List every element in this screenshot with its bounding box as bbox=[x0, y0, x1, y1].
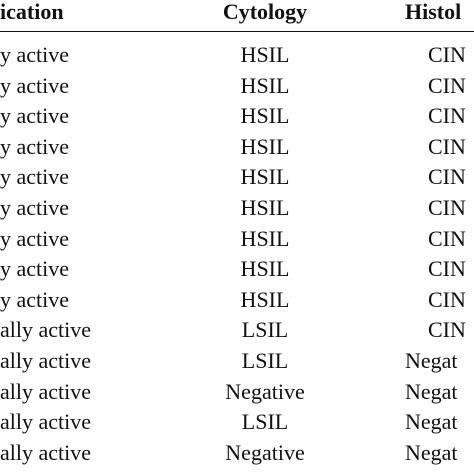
table-cell: HSIL bbox=[240, 133, 290, 159]
column-header: Histol bbox=[405, 0, 462, 24]
table-cell: CIN bbox=[428, 225, 466, 251]
table-cell: CIN bbox=[428, 42, 466, 67]
table-cell: LSIL bbox=[241, 348, 289, 373]
table-cell: y active bbox=[0, 103, 70, 129]
table-cell: CIN bbox=[428, 164, 466, 190]
table-cell: Negative bbox=[225, 378, 305, 404]
table-cell: Negative bbox=[225, 439, 305, 465]
table-cell: ally active bbox=[0, 409, 92, 435]
table-cell: ally active bbox=[0, 317, 92, 343]
table-cell: y active bbox=[0, 195, 70, 220]
table-cell: CIN bbox=[428, 103, 466, 129]
table-cell: ally active bbox=[0, 378, 92, 404]
table-cell: HSIL bbox=[240, 103, 290, 129]
table-cell: y active bbox=[0, 225, 70, 251]
table-cell: y active bbox=[0, 42, 70, 67]
table-cell: CIN bbox=[428, 317, 466, 343]
table-cell: CIN bbox=[428, 72, 466, 98]
table-cell: y active bbox=[0, 72, 70, 98]
table-cell: CIN bbox=[428, 195, 466, 220]
table-cell: HSIL bbox=[240, 225, 290, 251]
table-cell: ally active bbox=[0, 348, 92, 373]
table-cell: HSIL bbox=[240, 195, 290, 220]
table-cell: HSIL bbox=[240, 256, 290, 282]
table-cell: HSIL bbox=[240, 164, 290, 190]
table-cell: LSIL bbox=[241, 317, 289, 343]
column-header: Cytology bbox=[222, 0, 308, 24]
table-cell: y active bbox=[0, 286, 70, 312]
table-cell: CIN bbox=[428, 133, 466, 159]
table-cell: LSIL bbox=[241, 409, 289, 435]
table-cell: Negat bbox=[405, 348, 458, 373]
header-rule bbox=[0, 31, 474, 32]
table-cell: CIN bbox=[428, 256, 466, 282]
table-cell: y active bbox=[0, 256, 70, 282]
table-cell: Negat bbox=[405, 378, 458, 404]
table-cell: HSIL bbox=[240, 286, 290, 312]
table-cell: Negat bbox=[405, 439, 458, 465]
table-cell: y active bbox=[0, 133, 70, 159]
column-header: ication bbox=[0, 0, 64, 24]
table-cell: HSIL bbox=[240, 42, 290, 67]
table-cell: Negat bbox=[405, 409, 458, 435]
table-cell: ally active bbox=[0, 439, 92, 465]
table-cell: CIN bbox=[428, 286, 466, 312]
table-cell: HSIL bbox=[240, 72, 290, 98]
table-cell: y active bbox=[0, 164, 70, 190]
